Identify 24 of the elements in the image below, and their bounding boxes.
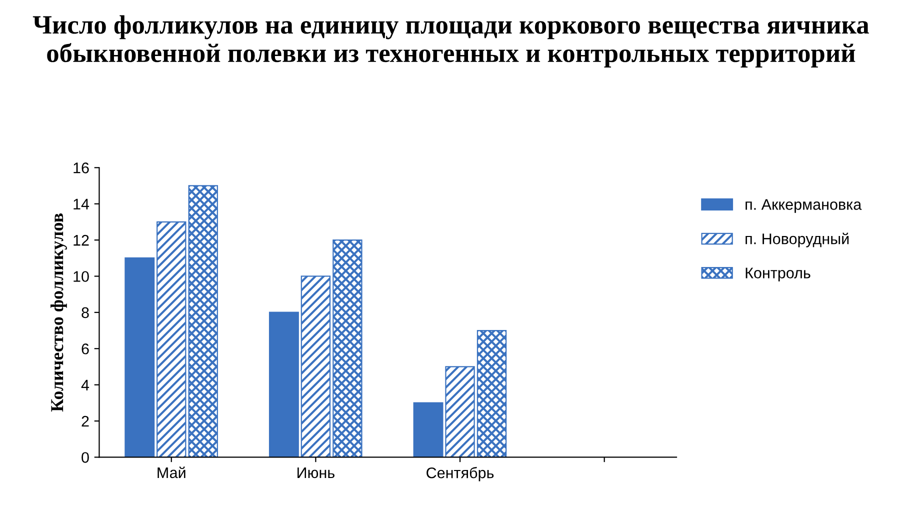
y-tick-label: 4 xyxy=(81,380,90,390)
y-tick-label: 12 xyxy=(74,234,89,246)
bar xyxy=(332,239,362,458)
bar xyxy=(188,185,218,458)
y-tick-label: 10 xyxy=(74,271,89,282)
y-tick-label: 6 xyxy=(82,343,89,354)
bar xyxy=(300,276,331,458)
y-tick-label: 0 xyxy=(82,452,89,463)
legend-label: п. Новорудный xyxy=(746,232,849,248)
chart-title: Число фолликулов на единицу площади коркового вещества яичника обыкновенной полевки из техногенных и контрольных территорий xyxy=(32,15,869,68)
y-tick-label: 16 xyxy=(74,162,89,174)
bar xyxy=(124,257,155,458)
y-tick-label: 2 xyxy=(82,416,89,427)
legend-label: п. Аккермановка xyxy=(746,199,862,213)
x-tick-label: Май xyxy=(158,466,186,478)
legend-label: Контроль xyxy=(746,268,810,282)
y-axis-title: Количество фолликулов xyxy=(50,213,67,412)
x-tick-label: Сентябрь xyxy=(426,466,494,482)
y-tick-label: 8 xyxy=(82,307,89,318)
bar xyxy=(156,221,186,458)
bar xyxy=(476,330,507,458)
y-tick-label: 14 xyxy=(74,198,90,210)
bar xyxy=(268,312,299,458)
x-tick-label: Июнь xyxy=(298,467,334,478)
